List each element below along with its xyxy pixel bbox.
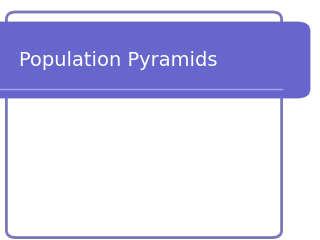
- FancyBboxPatch shape: [6, 12, 282, 238]
- FancyBboxPatch shape: [0, 22, 310, 98]
- Text: Population Pyramids: Population Pyramids: [19, 50, 218, 70]
